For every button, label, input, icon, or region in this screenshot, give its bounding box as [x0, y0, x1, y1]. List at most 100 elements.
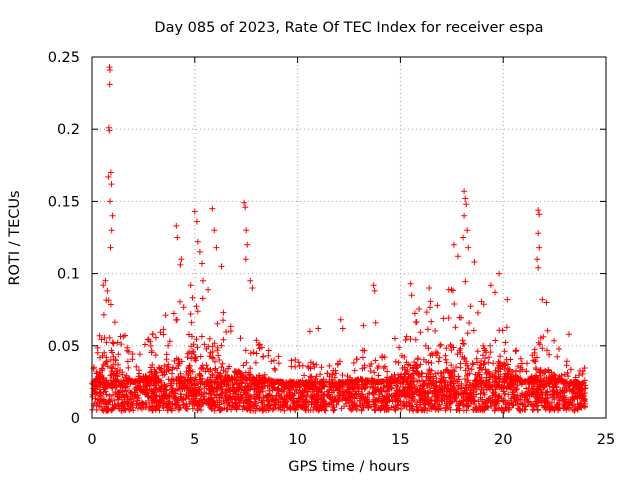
- data-point: [106, 127, 113, 134]
- data-point: [210, 355, 217, 362]
- data-point: [185, 364, 192, 371]
- data-point: [346, 389, 353, 396]
- data-point: [544, 395, 551, 402]
- data-point: [282, 400, 289, 407]
- y-tick-label: 0.1: [57, 267, 80, 283]
- data-point: [255, 342, 262, 348]
- data-point: [489, 392, 496, 399]
- data-point: [129, 351, 136, 357]
- data-point: [199, 260, 205, 267]
- data-point: [147, 382, 153, 389]
- data-point: [309, 394, 316, 401]
- x-tick-label: 5: [190, 432, 199, 448]
- data-point: [133, 395, 140, 402]
- data-point: [498, 384, 505, 391]
- data-point: [310, 391, 317, 398]
- data-point: [432, 370, 439, 377]
- data-point: [434, 302, 441, 309]
- data-point: [470, 361, 477, 368]
- data-point: [357, 402, 363, 409]
- data-point: [400, 384, 406, 391]
- data-point: [295, 378, 302, 385]
- data-point: [225, 374, 232, 381]
- data-point: [350, 359, 357, 366]
- data-point: [218, 263, 225, 270]
- data-point: [261, 371, 268, 378]
- data-point: [551, 337, 558, 344]
- data-point: [375, 363, 382, 370]
- data-point: [392, 335, 398, 342]
- data-point: [170, 310, 177, 317]
- data-point: [435, 358, 442, 365]
- data-point: [152, 368, 159, 375]
- data-point: [318, 364, 325, 371]
- data-point: [177, 377, 184, 383]
- data-point: [175, 362, 182, 369]
- data-point: [458, 314, 464, 321]
- data-point: [101, 379, 108, 386]
- data-point: [163, 367, 170, 373]
- data-point: [304, 392, 311, 398]
- data-point: [450, 386, 457, 393]
- data-point: [213, 244, 220, 251]
- data-point: [547, 391, 554, 398]
- data-point: [476, 403, 483, 409]
- data-point: [517, 364, 524, 371]
- data-point: [428, 367, 435, 374]
- data-point: [542, 368, 549, 375]
- data-point: [277, 406, 284, 413]
- data-point: [289, 379, 296, 386]
- data-point: [489, 373, 496, 380]
- data-point: [266, 377, 273, 384]
- data-point: [182, 405, 189, 412]
- data-point: [150, 397, 157, 404]
- data-point: [462, 376, 468, 382]
- data-point: [506, 383, 513, 390]
- data-point: [253, 350, 260, 357]
- data-point: [127, 389, 134, 396]
- data-point: [506, 400, 513, 407]
- data-point: [566, 388, 573, 395]
- data-point: [196, 248, 203, 255]
- data-point: [393, 382, 399, 389]
- data-point: [443, 359, 450, 366]
- data-point: [450, 241, 457, 248]
- data-point: [326, 373, 333, 380]
- data-point: [372, 402, 379, 409]
- data-point: [101, 334, 108, 341]
- data-point: [107, 198, 114, 205]
- data-point: [555, 377, 562, 384]
- data-point: [492, 337, 499, 344]
- data-point: [530, 378, 537, 385]
- plot-frame: [91, 56, 607, 419]
- data-point: [340, 380, 347, 387]
- data-point: [574, 395, 581, 402]
- data-point: [399, 365, 406, 371]
- data-point: [226, 363, 233, 370]
- data-point: [120, 377, 127, 384]
- data-point: [209, 205, 216, 212]
- data-point: [306, 381, 313, 388]
- data-point: [359, 365, 366, 372]
- data-point: [257, 389, 264, 396]
- data-point: [320, 383, 327, 390]
- data-point: [453, 407, 460, 413]
- data-point: [97, 397, 104, 404]
- data-point: [346, 403, 353, 410]
- data-point: [155, 376, 162, 383]
- data-point: [460, 234, 467, 241]
- data-point: [402, 392, 409, 399]
- data-point: [115, 394, 122, 400]
- data-point: [543, 375, 550, 381]
- data-point: [212, 378, 219, 385]
- data-point: [204, 376, 211, 383]
- data-point: [100, 384, 107, 391]
- data-point: [407, 402, 414, 409]
- data-point: [443, 400, 450, 407]
- data-point: [156, 407, 163, 414]
- data-point: [445, 286, 452, 293]
- data-point: [465, 395, 472, 401]
- data-point: [497, 353, 504, 360]
- data-point: [535, 264, 542, 271]
- data-point: [395, 359, 402, 366]
